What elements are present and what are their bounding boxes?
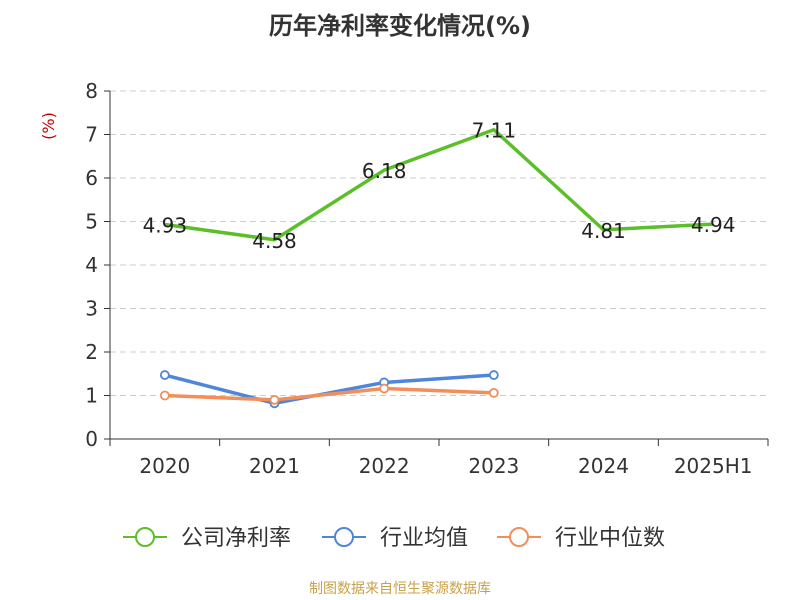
y-tick-label: 7	[85, 123, 98, 147]
grid-lines	[110, 90, 768, 396]
x-tick-label: 2023	[468, 454, 519, 478]
series-line-3	[164, 386, 494, 402]
y-tick-label: 6	[85, 166, 98, 190]
data-point	[488, 387, 499, 398]
legend-marker	[135, 527, 155, 547]
x-tick-label: 2020	[139, 454, 190, 478]
data-point	[488, 370, 499, 380]
legend-label: 行业均值	[380, 526, 468, 551]
axes: 0 1 2 3 4 5 6 7 8 2020 2021 2022 2023 2024 2025H1 (%)	[39, 79, 769, 478]
legend-item-3: 行业中位数	[497, 526, 665, 551]
data-label: 6.18	[362, 159, 407, 183]
data-point	[159, 390, 170, 401]
legend-item-1: 公司净利率	[123, 526, 291, 551]
chart-title: 历年净利率变化情况(%)	[269, 12, 531, 40]
data-labels: 4.93 4.58 6.18 7.11 4.81 4.94	[143, 119, 736, 253]
series-lines	[159, 127, 714, 409]
data-point	[379, 383, 390, 394]
data-label: 4.58	[252, 229, 297, 253]
data-label: 4.94	[691, 213, 736, 237]
legend-label: 公司净利率	[181, 526, 291, 551]
y-tick-label: 2	[85, 340, 98, 364]
legend-label: 行业中位数	[555, 526, 665, 551]
y-tick-label: 0	[85, 427, 98, 451]
data-label: 4.93	[143, 214, 188, 238]
y-tick-label: 8	[85, 79, 98, 103]
data-point	[159, 370, 170, 380]
legend-marker	[334, 527, 354, 547]
x-tick-label: 2025H1	[674, 454, 753, 478]
data-label: 7.11	[472, 119, 517, 143]
x-tick-label: 2024	[578, 454, 629, 478]
x-tick-label: 2022	[359, 454, 410, 478]
legend-marker	[509, 527, 529, 547]
data-point	[269, 394, 280, 405]
y-tick-label: 3	[85, 297, 98, 321]
data-label: 4.81	[581, 219, 626, 243]
series-line-1	[164, 127, 714, 242]
y-tick-label: 1	[85, 384, 98, 408]
legend: 公司净利率 行业均值 行业中位数	[123, 526, 665, 551]
y-tick-label: 5	[85, 210, 98, 234]
y-axis-label: (%)	[39, 112, 58, 140]
y-tick-label: 4	[85, 253, 98, 277]
legend-item-2: 行业均值	[322, 526, 468, 551]
x-tick-label: 2021	[249, 454, 300, 478]
source-note: 制图数据来自恒生聚源数据库	[309, 581, 491, 597]
